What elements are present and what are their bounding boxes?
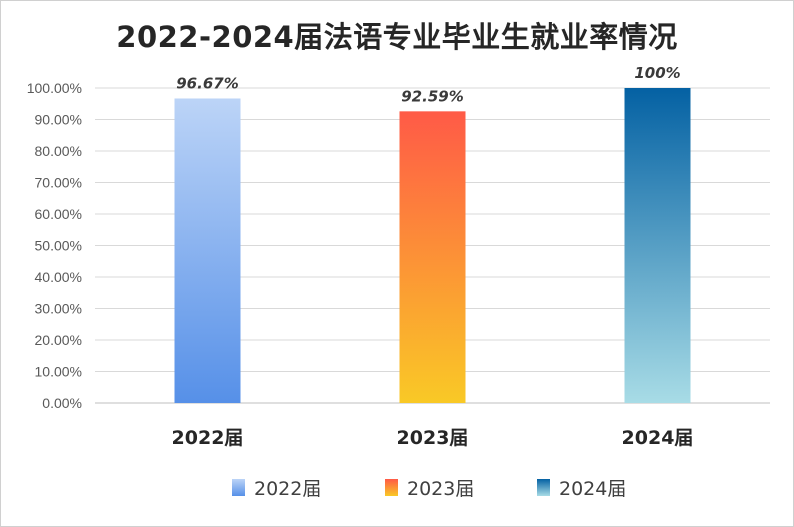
bar (174, 98, 241, 403)
y-tick-label: 0.00% (42, 395, 82, 411)
chart-title: 2022-2024届法语专业毕业生就业率情况 (116, 20, 678, 54)
legend-swatch (385, 479, 398, 496)
data-label: 92.59% (401, 87, 463, 105)
legend-label: 2022届 (254, 478, 321, 500)
legend-swatch (232, 479, 245, 496)
y-tick-label: 30.00% (35, 301, 82, 317)
x-category-label: 2024届 (622, 427, 694, 449)
y-tick-label: 10.00% (35, 364, 82, 380)
y-tick-label: 40.00% (35, 269, 82, 285)
y-tick-label: 100.00% (27, 80, 82, 96)
y-tick-label: 70.00% (35, 175, 82, 191)
data-label: 100% (634, 64, 680, 82)
legend-label: 2023届 (407, 478, 474, 500)
y-tick-label: 50.00% (35, 238, 82, 254)
x-category-label: 2023届 (397, 427, 469, 449)
y-tick-label: 20.00% (35, 332, 82, 348)
legend-swatch (537, 479, 550, 496)
bar (399, 111, 466, 404)
y-tick-label: 60.00% (35, 206, 82, 222)
y-tick-label: 90.00% (35, 112, 82, 128)
y-tick-label: 80.00% (35, 143, 82, 159)
bar (624, 88, 691, 403)
x-category-label: 2022届 (172, 427, 244, 449)
data-label: 96.67% (176, 74, 238, 92)
legend-label: 2024届 (559, 478, 626, 500)
